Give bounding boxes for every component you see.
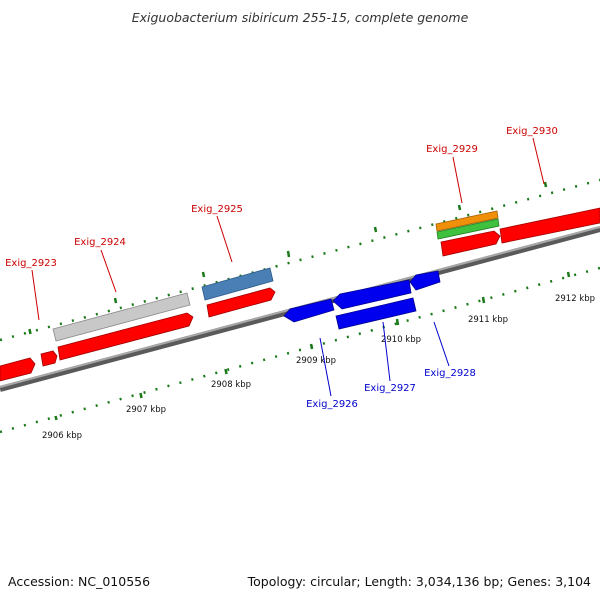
accession-text: Accession: NC_010556: [8, 574, 150, 589]
kbp-tick-mark: [139, 392, 143, 399]
kbp-label: 2908 kbp: [211, 380, 251, 390]
cds-exig-2928[interactable]: [409, 270, 441, 291]
leader-line-exig-2926: [319, 337, 332, 397]
cds-exig-2925[interactable]: [206, 287, 276, 318]
outer-tick-mark: [543, 181, 548, 188]
cds-exig-2923-part[interactable]: [0, 357, 36, 382]
kbp-label: 2912 kbp: [555, 294, 595, 304]
map-title: Exiguobacterium sibiricum 255-15, comple…: [132, 10, 469, 25]
kbp-tick-mark: [481, 296, 486, 304]
gene-exig-2929-green[interactable]: [436, 218, 500, 240]
gene-exig-2929-orange[interactable]: [435, 210, 499, 232]
label-leader-lines: [31, 137, 545, 397]
gene-label-exig-2929[interactable]: Exig_2929: [426, 144, 478, 155]
gene-label-exig-2930[interactable]: Exig_2930: [506, 126, 558, 137]
kbp-label: 2911 kbp: [468, 315, 508, 325]
outer-tick-mark: [373, 226, 378, 233]
gene-label-exig-2924[interactable]: Exig_2924: [74, 237, 126, 248]
kbp-scale-dotted-line: [0, 266, 600, 434]
kbp-label: 2906 kbp: [42, 431, 82, 441]
kbp-label: 2910 kbp: [381, 335, 421, 345]
gene-label-exig-2927[interactable]: Exig_2927: [364, 383, 416, 394]
cds-exig-2927-lower[interactable]: [335, 297, 417, 330]
gene-label-exig-2925[interactable]: Exig_2925: [191, 204, 243, 215]
leader-line-exig-2928: [433, 321, 450, 367]
cds-exig-2930[interactable]: [499, 207, 600, 244]
leader-line-exig-2927: [382, 321, 391, 382]
kbp-label: 2907 kbp: [126, 405, 166, 415]
forward-cds-track: [0, 207, 600, 382]
gene-label-exig-2928[interactable]: Exig_2928: [424, 368, 476, 379]
leader-line-exig-2930: [532, 137, 545, 185]
kbp-tick-mark: [395, 318, 400, 326]
outer-tick-mark: [286, 250, 291, 258]
outer-tick-mark: [457, 204, 462, 211]
reverse-cds-track: [283, 270, 441, 330]
leader-line-exig-2924: [100, 249, 117, 293]
outer-tick-mark: [113, 297, 118, 304]
cds-exig-2924[interactable]: [57, 312, 194, 361]
kbp-tick-mark: [566, 271, 571, 278]
leader-line-exig-2929: [452, 156, 463, 204]
kbp-scale-track: [0, 266, 600, 434]
outer-tick-mark: [28, 328, 32, 335]
kbp-tick-mark: [224, 368, 228, 375]
gene-feature-track: [52, 210, 500, 342]
gene-label-exig-2926[interactable]: Exig_2926: [306, 399, 358, 410]
cds-exig-2923[interactable]: [40, 350, 58, 367]
kbp-tick-mark: [309, 343, 314, 350]
gene-exig-2925[interactable]: [201, 267, 274, 301]
leader-line-exig-2925: [216, 215, 233, 263]
cds-exig-2929[interactable]: [440, 230, 501, 257]
cds-exig-2927-upper[interactable]: [332, 279, 412, 310]
kbp-tick-mark: [54, 415, 58, 421]
gene-label-exig-2923[interactable]: Exig_2923: [5, 258, 57, 269]
gene-exig-2924[interactable]: [52, 292, 191, 342]
outer-tick-track: [0, 178, 600, 342]
outer-dotted-line: [0, 178, 600, 342]
cds-exig-2926[interactable]: [283, 298, 335, 323]
leader-line-exig-2923: [31, 269, 40, 321]
genome-summary-text: Topology: circular; Length: 3,034,136 bp…: [247, 574, 591, 589]
outer-tick-mark: [201, 271, 206, 278]
kbp-label: 2909 kbp: [296, 356, 336, 366]
